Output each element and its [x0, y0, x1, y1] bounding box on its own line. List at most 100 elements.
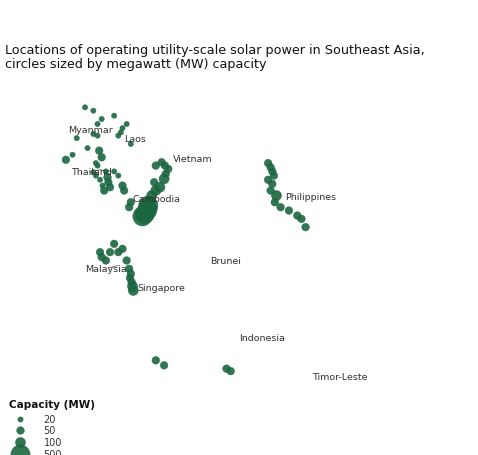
Point	[102, 168, 109, 176]
Point	[69, 152, 76, 159]
Point	[96, 147, 103, 155]
Text: 500: 500	[43, 449, 62, 455]
Point	[110, 113, 118, 120]
Text: Vietnam: Vietnam	[173, 155, 212, 164]
Point	[102, 257, 109, 264]
Point	[160, 176, 168, 183]
Point	[227, 368, 235, 375]
Point	[115, 249, 122, 256]
Point	[84, 145, 91, 152]
Point	[104, 174, 111, 182]
Point	[143, 207, 151, 214]
Text: Philippines: Philippines	[285, 192, 336, 202]
Point	[158, 159, 165, 167]
Point	[152, 187, 160, 195]
Point	[81, 105, 89, 112]
Text: Locations of operating utility-scale solar power in Southeast Asia,: Locations of operating utility-scale sol…	[5, 44, 424, 57]
Text: circles sized by megawatt (MW) capacity: circles sized by megawatt (MW) capacity	[5, 57, 266, 71]
Point	[89, 169, 97, 177]
Point	[156, 184, 164, 192]
Point	[123, 121, 130, 128]
Point	[160, 362, 168, 369]
Text: Brunei: Brunei	[210, 257, 241, 265]
Point	[144, 202, 152, 210]
Point	[162, 171, 170, 178]
Point	[150, 179, 158, 187]
Point	[130, 287, 137, 294]
Point	[264, 160, 272, 167]
Point	[89, 108, 97, 115]
Text: Capacity (MW): Capacity (MW)	[9, 399, 95, 409]
Text: 100: 100	[43, 437, 62, 447]
Text: Myanmar: Myanmar	[68, 126, 113, 135]
Point	[148, 192, 155, 200]
Point	[115, 172, 122, 180]
Point	[98, 182, 106, 190]
Text: Thailand: Thailand	[71, 167, 112, 177]
Point	[269, 168, 276, 176]
Text: Malaysia: Malaysia	[85, 265, 127, 274]
Point	[272, 192, 280, 200]
Point	[164, 166, 172, 173]
Point	[152, 162, 160, 170]
Point	[146, 198, 154, 206]
Point	[223, 365, 230, 373]
Point	[129, 283, 136, 290]
Point	[293, 212, 301, 220]
Text: 20: 20	[43, 415, 56, 425]
Point	[269, 181, 276, 188]
Point	[120, 187, 128, 195]
Point	[62, 157, 70, 164]
Point	[285, 207, 293, 215]
Point	[106, 249, 114, 256]
Point	[92, 160, 100, 167]
Point	[123, 257, 130, 264]
Point	[110, 168, 118, 176]
Point	[126, 275, 134, 282]
Point	[96, 249, 104, 256]
Point	[94, 121, 101, 128]
Point	[128, 279, 135, 286]
Text: Singapore: Singapore	[138, 284, 185, 293]
Point	[92, 172, 100, 180]
Point	[110, 241, 118, 248]
Point	[245, 411, 253, 418]
Point	[89, 131, 97, 138]
Point	[152, 357, 160, 364]
Point	[119, 246, 126, 253]
Point	[119, 182, 126, 190]
Point	[127, 199, 135, 207]
Point	[98, 116, 106, 123]
Text: Cambodia: Cambodia	[132, 195, 181, 204]
Point	[119, 125, 126, 132]
Text: Indonesia: Indonesia	[239, 334, 285, 343]
Point	[271, 199, 279, 207]
Text: Laos: Laos	[124, 134, 146, 143]
Point	[96, 177, 104, 184]
Point	[141, 211, 149, 218]
Point	[245, 99, 253, 106]
Point	[94, 133, 101, 140]
Point	[106, 184, 114, 192]
Point	[127, 271, 135, 278]
Text: Timor-Leste: Timor-Leste	[312, 373, 368, 382]
Point	[245, 303, 253, 311]
Point	[139, 213, 146, 221]
Point	[98, 154, 106, 162]
Point	[245, 196, 253, 203]
Point	[117, 129, 125, 136]
Point	[264, 177, 272, 184]
Point	[94, 162, 101, 170]
Point	[125, 204, 133, 212]
Point	[270, 172, 278, 180]
Point	[277, 204, 284, 212]
Point	[298, 216, 305, 223]
Point	[302, 224, 309, 231]
Point	[161, 162, 169, 170]
Point	[267, 187, 274, 195]
Text: 50: 50	[43, 425, 56, 435]
Point	[267, 164, 274, 172]
Point	[105, 179, 112, 187]
Point	[73, 135, 81, 142]
Point	[125, 266, 133, 273]
